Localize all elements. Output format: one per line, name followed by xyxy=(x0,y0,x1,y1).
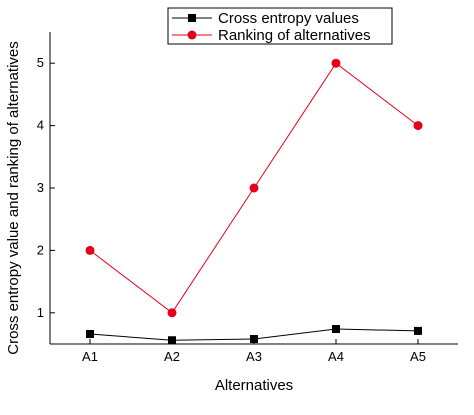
data-point-circle xyxy=(249,183,259,193)
y-axis-title: Cross entropy value and ranking of alter… xyxy=(5,41,22,355)
series-0 xyxy=(86,325,422,345)
data-point-circle xyxy=(85,245,95,255)
y-axis: 1 2 3 4 5 xyxy=(37,55,55,320)
data-point-square xyxy=(168,336,176,345)
data-point-circle xyxy=(413,121,423,131)
x-tick-label: A5 xyxy=(410,349,426,364)
y-tick-label: 2 xyxy=(37,242,44,257)
x-tick-label: A3 xyxy=(246,349,262,364)
legend-box xyxy=(167,7,393,45)
x-tick-label: A4 xyxy=(328,349,344,364)
y-tick-label: 3 xyxy=(37,180,44,195)
data-point-circle xyxy=(331,58,341,68)
x-tick-label: A1 xyxy=(82,349,98,364)
data-point-square xyxy=(332,325,340,334)
legend-marker-circle xyxy=(187,30,197,40)
legend-label: Cross entropy values xyxy=(218,10,359,27)
y-tick-label: 4 xyxy=(37,118,44,133)
data-point-circle xyxy=(167,308,177,318)
x-axis: A1 A2 A3 A4 A5 xyxy=(82,339,426,364)
y-tick-label: 1 xyxy=(37,305,44,320)
series-layer xyxy=(85,58,423,345)
x-tick-label: A2 xyxy=(164,349,180,364)
data-point-square xyxy=(414,326,422,335)
x-axis-title: Alternatives xyxy=(215,377,293,394)
data-point-square xyxy=(250,335,258,344)
data-point-square xyxy=(86,330,94,339)
legend-label: Ranking of alternatives xyxy=(218,27,371,44)
y-tick-label: 5 xyxy=(37,55,44,70)
legend-marker-square xyxy=(188,14,196,22)
series-1 xyxy=(85,58,423,318)
